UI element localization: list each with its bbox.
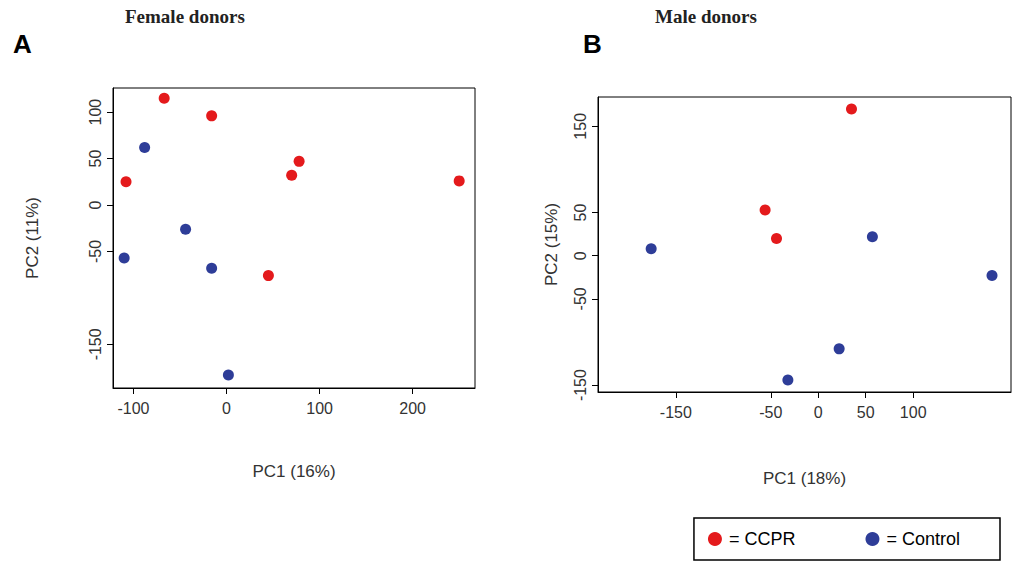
- svg-text:Male donors: Male donors: [655, 6, 757, 27]
- svg-text:-50: -50: [759, 404, 782, 421]
- svg-text:0: 0: [222, 400, 231, 417]
- svg-text:PC1 (18%): PC1 (18%): [763, 469, 846, 488]
- svg-text:-150: -150: [572, 369, 589, 401]
- svg-text:200: 200: [399, 400, 426, 417]
- svg-text:50: 50: [572, 204, 589, 222]
- svg-text:100: 100: [900, 404, 927, 421]
- svg-text:0: 0: [572, 251, 589, 260]
- svg-text:= Control: = Control: [886, 529, 960, 549]
- svg-text:-50: -50: [87, 240, 104, 263]
- svg-text:0: 0: [814, 404, 823, 421]
- svg-text:100: 100: [306, 400, 333, 417]
- svg-text:PC2 (15%): PC2 (15%): [542, 203, 561, 286]
- svg-text:A: A: [13, 29, 32, 59]
- svg-text:-150: -150: [87, 328, 104, 360]
- svg-text:0: 0: [87, 200, 104, 209]
- svg-text:PC1 (16%): PC1 (16%): [252, 462, 335, 481]
- svg-text:-150: -150: [660, 404, 692, 421]
- svg-text:50: 50: [857, 404, 875, 421]
- svg-text:B: B: [583, 29, 602, 59]
- svg-text:= CCPR: = CCPR: [729, 529, 796, 549]
- svg-text:-100: -100: [117, 400, 149, 417]
- svg-text:150: 150: [572, 113, 589, 140]
- svg-text:50: 50: [87, 150, 104, 168]
- svg-text:100: 100: [87, 99, 104, 126]
- svg-text:Female donors: Female donors: [125, 6, 245, 27]
- svg-text:PC2 (11%): PC2 (11%): [23, 197, 42, 279]
- svg-text:-50: -50: [572, 287, 589, 310]
